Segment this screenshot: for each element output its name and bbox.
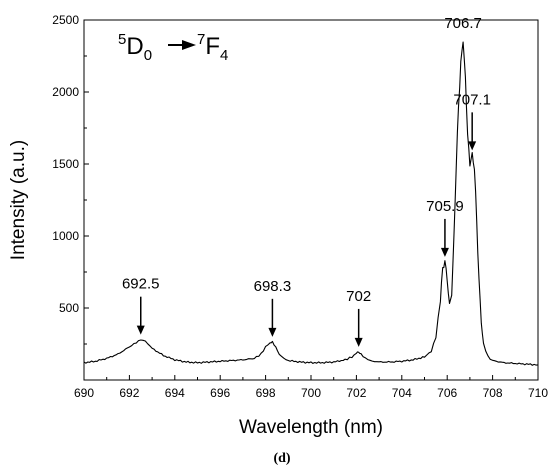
x-tick-label: 700: [301, 386, 321, 400]
annotation-label: 698.3: [254, 278, 292, 295]
annotation-label: 707.1: [453, 91, 491, 108]
x-tick-label: 690: [74, 386, 94, 400]
annotation-arrowhead: [468, 141, 477, 151]
peak-annotations: 692.5 698.3 702 705.9 707.1 706.7: [122, 15, 491, 347]
annotation-label: 706.7: [444, 15, 482, 32]
x-tick-label: 696: [210, 386, 230, 400]
annotation-arrowhead: [354, 337, 363, 347]
transition-sub1: 0: [144, 47, 152, 64]
x-tick-label: 698: [256, 386, 276, 400]
x-tick-label: 706: [437, 386, 457, 400]
y-tick-label: 1500: [52, 157, 79, 171]
panel-label: (d): [273, 451, 290, 466]
x-axis-label: Wavelength (nm): [239, 417, 383, 438]
annotation-arrowhead: [440, 247, 449, 257]
y-axis-label: Intensity (a.u.): [8, 140, 29, 260]
annotation-arrowhead: [136, 325, 145, 335]
y-tick-label: 500: [59, 301, 79, 315]
annotation-label: 702: [346, 288, 371, 305]
transition-sym2: F: [205, 33, 220, 60]
y-tick-label: 2000: [52, 85, 79, 99]
annotation-arrowhead: [268, 327, 277, 337]
y-tick-label: 1000: [52, 229, 79, 243]
annotation-label: 705.9: [426, 198, 464, 215]
transition-pre1: 5: [118, 31, 126, 48]
x-tick-label: 708: [483, 386, 503, 400]
x-tick-label: 710: [528, 386, 548, 400]
transition-arrow: [168, 40, 196, 50]
plot-frame: [83, 19, 539, 381]
transition-sym1: D: [126, 33, 143, 60]
transition-sub2: 4: [220, 47, 228, 64]
annotation-label: 692.5: [122, 276, 160, 293]
x-tick-label: 704: [392, 386, 412, 400]
x-tick-label: 694: [165, 386, 185, 400]
transition-label-final: 7F4: [197, 31, 228, 64]
x-tick-label: 692: [119, 386, 139, 400]
y-tick-label: 2500: [52, 13, 79, 27]
transition-pre2: 7: [197, 31, 205, 48]
axis-ticks: 690 692 694 696 698 700 702 704 706 708 7105001000…: [52, 13, 548, 400]
transition-label: 5D0: [118, 31, 152, 64]
x-tick-label: 702: [346, 386, 366, 400]
